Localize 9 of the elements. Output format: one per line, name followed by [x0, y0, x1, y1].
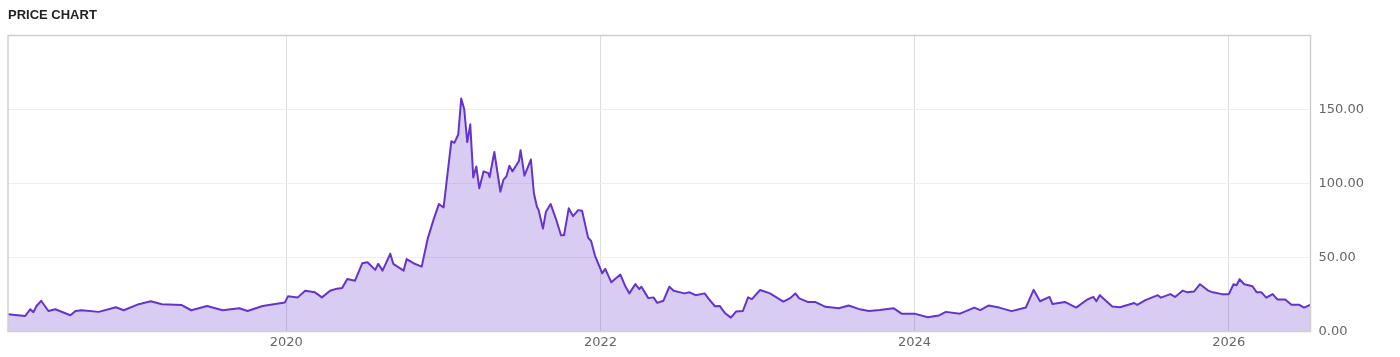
chart-title: PRICE CHART	[8, 7, 97, 23]
x-tick-label: 2026	[1212, 333, 1246, 349]
y-tick-label: 0.00	[1318, 322, 1348, 338]
y-tick-label: 150.00	[1318, 100, 1365, 116]
y-tick-label: 100.00	[1318, 174, 1365, 190]
x-tick-label: 2020	[269, 333, 303, 349]
y-tick-label: 50.00	[1318, 248, 1356, 264]
x-tick-label: 2022	[584, 333, 618, 349]
x-tick-label: 2024	[897, 333, 932, 349]
